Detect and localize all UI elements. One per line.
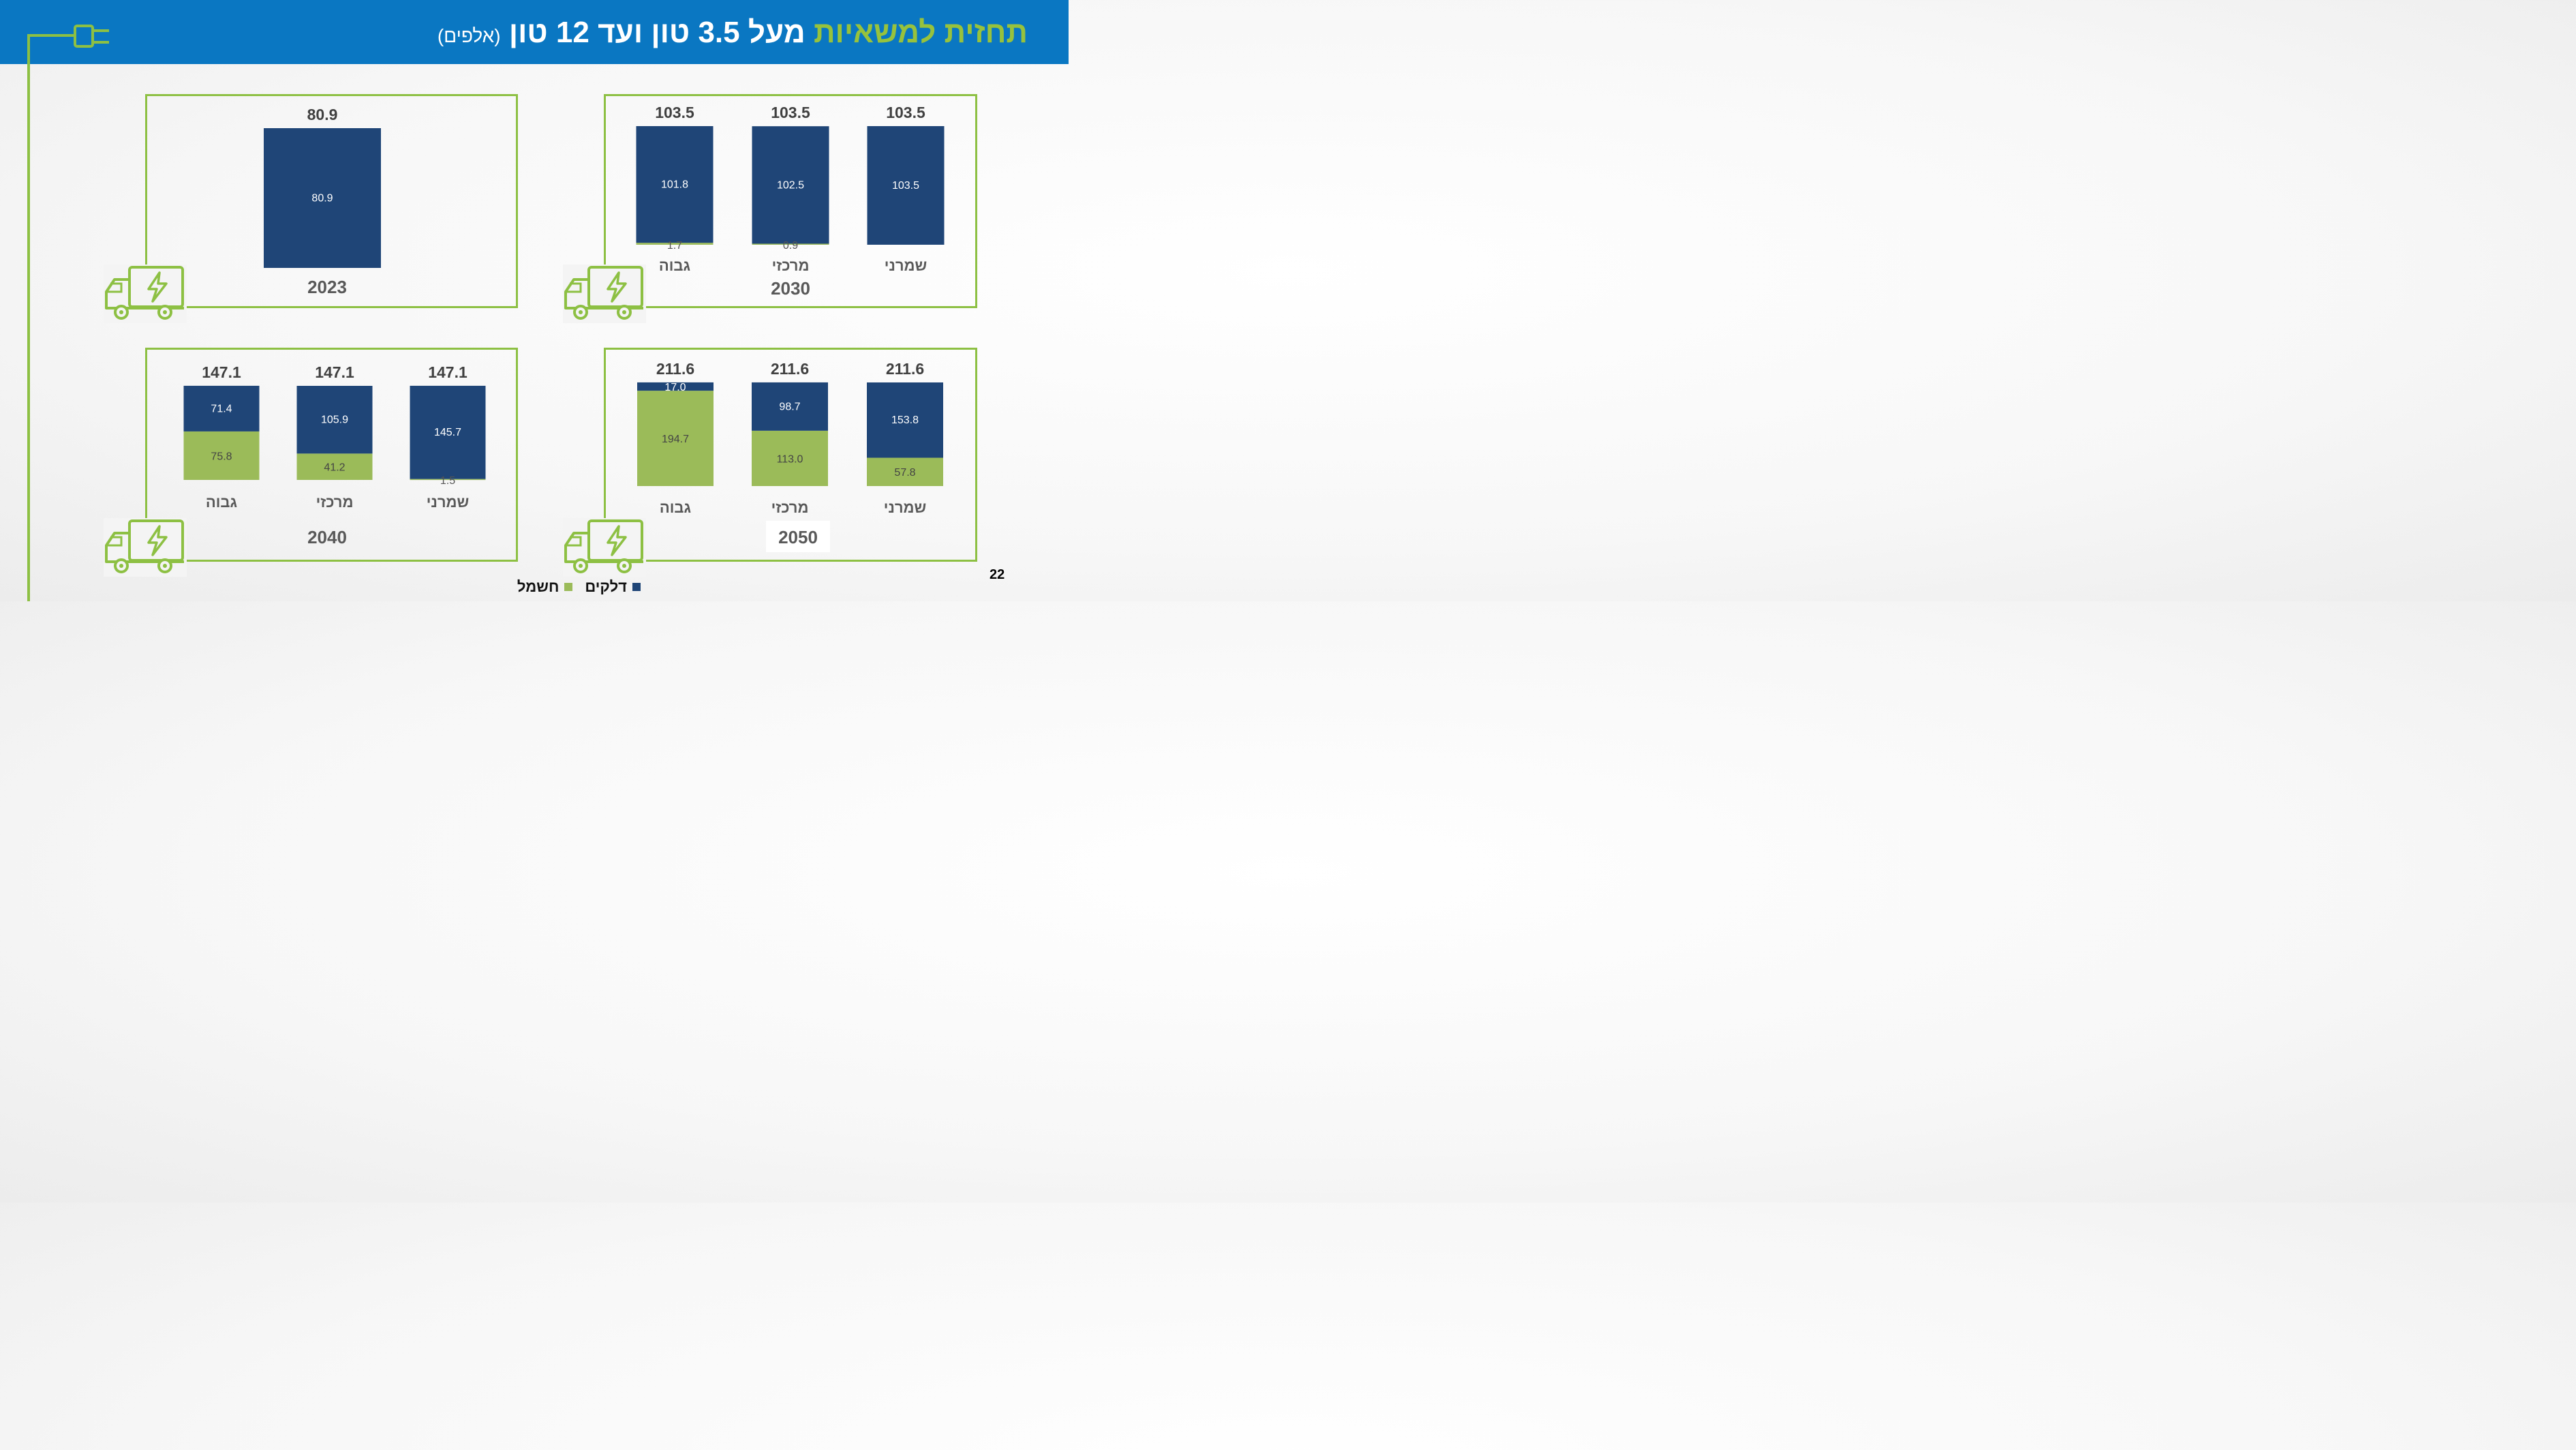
legend-swatch-electric <box>564 583 573 591</box>
category-label: שמרני <box>427 494 470 511</box>
bar-segment-electric <box>183 431 260 480</box>
electric-truck-icon <box>563 265 646 323</box>
year-label-backing <box>766 521 830 552</box>
data-label-electric: 75.8 <box>211 451 232 462</box>
chart-title: 2030 <box>771 278 810 299</box>
total-label: 147.1 <box>315 363 354 381</box>
data-label-electric: 194.7 <box>662 434 689 445</box>
category-label: גבוה <box>659 257 690 274</box>
total-label: 147.1 <box>428 363 467 381</box>
data-label-electric: 1.7 <box>667 240 682 252</box>
data-label-fuel: 17.0 <box>664 382 686 393</box>
total-label: 211.6 <box>656 360 694 378</box>
bar-segment-electric <box>752 430 828 486</box>
data-label-electric: 113.0 <box>777 453 803 465</box>
bar-segment-fuel <box>264 128 381 268</box>
category-label: שמרני <box>884 499 927 516</box>
data-label-electric: 0.9 <box>783 240 798 252</box>
total-label: 211.6 <box>771 360 809 378</box>
legend-item-electric: חשמל <box>517 578 573 596</box>
category-label: מרכזי <box>772 257 810 274</box>
chart-title: 2023 <box>307 277 347 297</box>
total-label: 147.1 <box>202 363 241 381</box>
bar-segment-electric <box>636 243 714 245</box>
plug-cable-icon <box>27 25 109 601</box>
bar-segment-fuel <box>296 386 373 454</box>
legend-item-fuel: דלקים <box>585 578 641 596</box>
title-unit: (אלפים) <box>437 25 501 46</box>
panel-2030 <box>604 94 977 308</box>
bar-segment-electric <box>410 479 486 481</box>
data-label-fuel: 153.8 <box>891 414 919 426</box>
page-number: 22 <box>990 567 1005 582</box>
bar-segment-electric <box>752 243 829 245</box>
total-label: 103.5 <box>886 104 925 121</box>
data-label-electric: 41.2 <box>324 462 345 474</box>
header-bar: תחזית למשאיות מעל 3.5 טון ועד 12 טון (אל… <box>0 0 1069 64</box>
electric-truck-icon <box>563 518 646 577</box>
bar-segment-fuel <box>410 385 486 479</box>
legend: דלקים חשמל <box>491 577 641 597</box>
data-label-fuel: 101.8 <box>661 179 688 191</box>
page-title: תחזית למשאיות מעל 3.5 טון ועד 12 טון (אל… <box>438 12 1028 53</box>
panel-2023 <box>145 94 518 308</box>
bar-segment-fuel <box>183 385 260 432</box>
data-label-fuel: 145.7 <box>434 427 461 438</box>
electric-truck-icon <box>104 518 187 577</box>
bar-segment-electric <box>296 453 373 480</box>
category-label: גבוה <box>206 494 237 511</box>
data-label-electric: 57.8 <box>894 467 915 479</box>
total-label: 103.5 <box>771 104 810 121</box>
bar-segment-electric <box>637 391 714 486</box>
legend-label-electric: חשמל <box>517 578 559 595</box>
bar-segment-fuel <box>867 126 945 245</box>
panel-2040 <box>145 348 518 562</box>
legend-swatch-fuel <box>632 583 641 591</box>
total-label: 211.6 <box>886 360 924 378</box>
bar-segment-fuel <box>752 382 828 431</box>
legend-label-fuel: דלקים <box>585 578 627 595</box>
bar-segment-fuel <box>752 126 829 244</box>
bar-segment-fuel <box>637 382 714 391</box>
data-label-fuel: 103.5 <box>892 180 919 192</box>
data-label-fuel: 80.9 <box>311 193 333 205</box>
data-label-fuel: 98.7 <box>779 401 800 412</box>
bar-segment-fuel <box>636 126 714 243</box>
chart-title: 2040 <box>307 527 347 547</box>
category-label: שמרני <box>885 257 927 274</box>
category-label: מרכזי <box>316 494 354 511</box>
bar-segment-electric <box>867 457 943 486</box>
total-label: 103.5 <box>655 104 694 121</box>
category-label: מרכזי <box>771 499 809 516</box>
data-label-fuel: 71.4 <box>211 403 232 414</box>
bar-segment-fuel <box>867 382 943 458</box>
chart-title: 2050 <box>778 527 818 547</box>
charts-canvas: 80.9 80.9 2023 101.8 1.7 103.5 גבוה 102.5 0.9 103… <box>183 104 945 547</box>
title-white: מעל 3.5 טון ועד 12 טון <box>508 16 806 49</box>
data-label-fuel: 102.5 <box>777 179 804 191</box>
panel-2050 <box>604 348 977 562</box>
data-label-fuel: 105.9 <box>321 414 348 426</box>
total-label: 80.9 <box>307 106 338 123</box>
category-label: גבוה <box>660 499 691 516</box>
electric-truck-icon <box>104 265 187 323</box>
data-label-electric: 1.5 <box>440 475 455 487</box>
title-green: תחזית למשאיות <box>813 16 1028 49</box>
